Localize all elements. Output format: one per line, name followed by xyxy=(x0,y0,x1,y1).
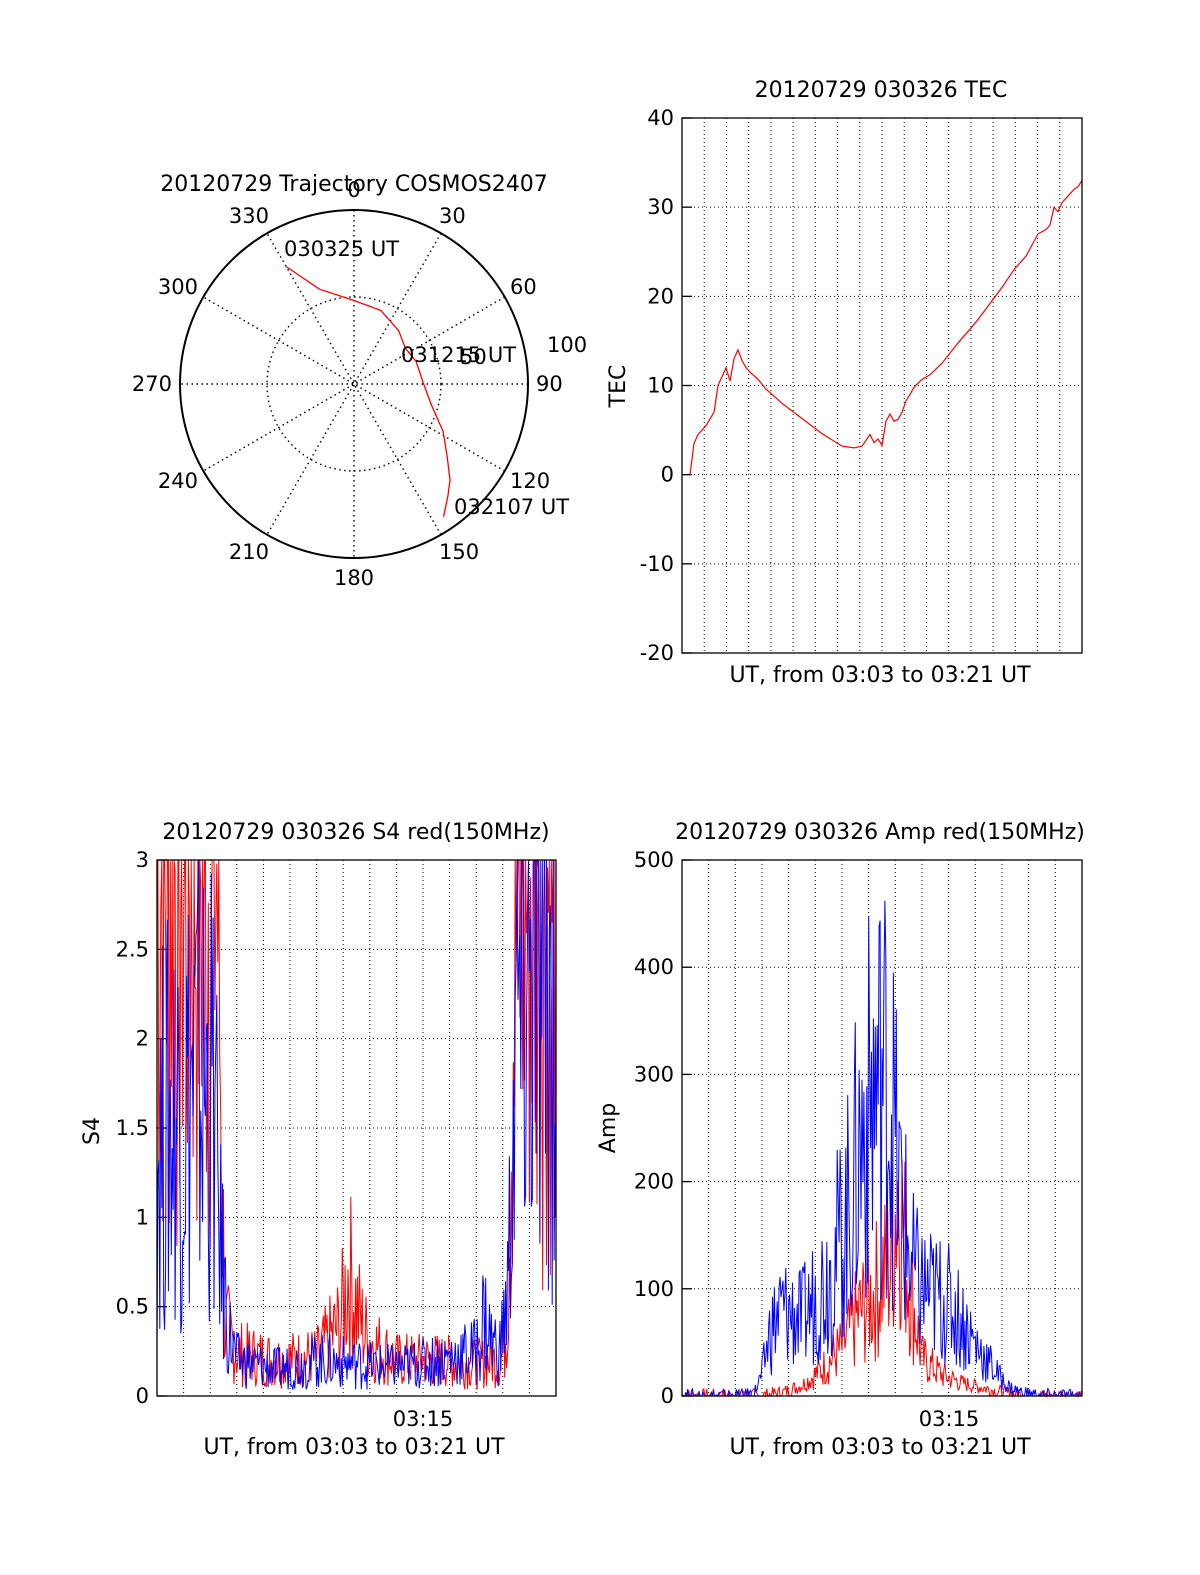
s4-series-line-1 xyxy=(156,859,557,1390)
polar-angle-label-330: 330 xyxy=(229,204,269,228)
s4-x-tick-label: 03:15 xyxy=(393,1407,454,1431)
amp-ytick-label-2: 200 xyxy=(634,1170,674,1194)
s4-series xyxy=(156,859,557,1390)
tec-grid xyxy=(682,118,1082,653)
s4-ytick-label-1: 0.5 xyxy=(116,1295,149,1319)
tec-ytick-label-6: 40 xyxy=(647,106,674,130)
polar-radial-label-50: 50 xyxy=(460,345,487,369)
polar-title: 20120729 Trajectory COSMOS2407 xyxy=(160,172,547,197)
tec-ytick-label-1: -10 xyxy=(640,552,674,576)
polar-trajectory-line xyxy=(285,265,451,517)
amp-ytick-label-0: 0 xyxy=(661,1384,674,1408)
amp-series-line-0 xyxy=(681,1159,1083,1398)
s4-ytick-label-6: 3 xyxy=(136,848,149,872)
polar-angle-label-90: 90 xyxy=(536,372,563,396)
s4-title: 20120729 030326 S4 red(150MHz) xyxy=(162,820,549,845)
polar-angle-label-0: 0 xyxy=(347,178,360,202)
tec-ytick-label-3: 10 xyxy=(647,374,674,398)
amp-series xyxy=(681,900,1083,1398)
amp-plot-frame xyxy=(681,859,1083,1397)
polar-angle-labels: 0 30 60 90 120 150 180 210 240 270 300 330 xyxy=(132,178,563,590)
tec-ytick-label-2: 0 xyxy=(661,463,674,487)
polar-angle-label-300: 300 xyxy=(158,275,198,299)
amp-x-tick-label: 03:15 xyxy=(919,1407,980,1431)
amp-ytick-label-4: 400 xyxy=(634,955,674,979)
polar-angle-label-150: 150 xyxy=(439,540,479,564)
amp-title: 20120729 030326 Amp red(150MHz) xyxy=(675,820,1085,845)
polar-spoke-30 xyxy=(266,232,442,536)
s4-plot-frame xyxy=(156,859,557,1397)
polar-annotation-end: 032107 UT xyxy=(454,495,569,519)
tec-y-ticks: -20 -10 0 10 20 30 40 xyxy=(640,106,692,665)
polar-angle-label-270: 270 xyxy=(132,372,172,396)
s4-ytick-label-0: 0 xyxy=(136,1384,149,1408)
amp-ytick-label-1: 100 xyxy=(634,1277,674,1301)
polar-angle-label-180: 180 xyxy=(334,566,374,590)
polar-angle-label-30: 30 xyxy=(439,204,466,228)
tec-series-line-0 xyxy=(689,180,1083,475)
amp-x-label: UT, from 03:03 to 03:21 UT xyxy=(729,1435,1031,1460)
s4-ytick-label-5: 2.5 xyxy=(116,937,149,961)
tec-series xyxy=(689,180,1083,475)
polar-angle-label-120: 120 xyxy=(510,469,550,493)
s4-ytick-label-2: 1 xyxy=(136,1205,149,1229)
tec-y-label: TEC xyxy=(606,365,631,409)
polar-spoke-150 xyxy=(266,232,442,536)
s4-y-label: S4 xyxy=(80,1117,105,1145)
tec-ytick-label-4: 20 xyxy=(647,284,674,308)
s4-ytick-label-3: 1.5 xyxy=(116,1116,149,1140)
amp-ytick-label-3: 300 xyxy=(634,1062,674,1086)
amp-y-label: Amp xyxy=(596,1103,621,1153)
polar-angle-label-210: 210 xyxy=(229,540,269,564)
polar-ring-50 xyxy=(266,296,442,472)
s4-x-label: UT, from 03:03 to 03:21 UT xyxy=(203,1435,505,1460)
s4-ytick-label-4: 2 xyxy=(136,1027,149,1051)
tec-ytick-label-5: 30 xyxy=(647,195,674,219)
tec-x-label: UT, from 03:03 to 03:21 UT xyxy=(729,663,1031,688)
amp-panel: 20120729 030326 Amp red(150MHz) 0 100 200 3… xyxy=(596,820,1085,1460)
tec-plot-frame xyxy=(681,117,1083,654)
polar-spokes xyxy=(180,210,528,558)
amp-y-ticks: 0 100 200 300 400 500 xyxy=(634,848,692,1408)
polar-panel: 20120729 Trajectory COSMOS2407 0 30 60 90 12… xyxy=(132,172,587,590)
polar-radial-label-100: 100 xyxy=(547,333,587,357)
tec-title: 20120729 030326 TEC xyxy=(755,78,1008,103)
polar-annotation-mid: 031215 UT xyxy=(401,343,516,367)
polar-annotation-start: 030325 UT xyxy=(284,237,399,261)
polar-angle-label-60: 60 xyxy=(510,275,537,299)
s4-panel: 20120729 030326 S4 red(150MHz) 0 0.5 1 1.5 2… xyxy=(80,820,557,1460)
polar-angle-label-240: 240 xyxy=(158,469,198,493)
amp-ytick-label-5: 500 xyxy=(634,848,674,872)
s4-series-line-0 xyxy=(156,859,557,1390)
tec-ytick-label-0: -20 xyxy=(640,641,674,665)
